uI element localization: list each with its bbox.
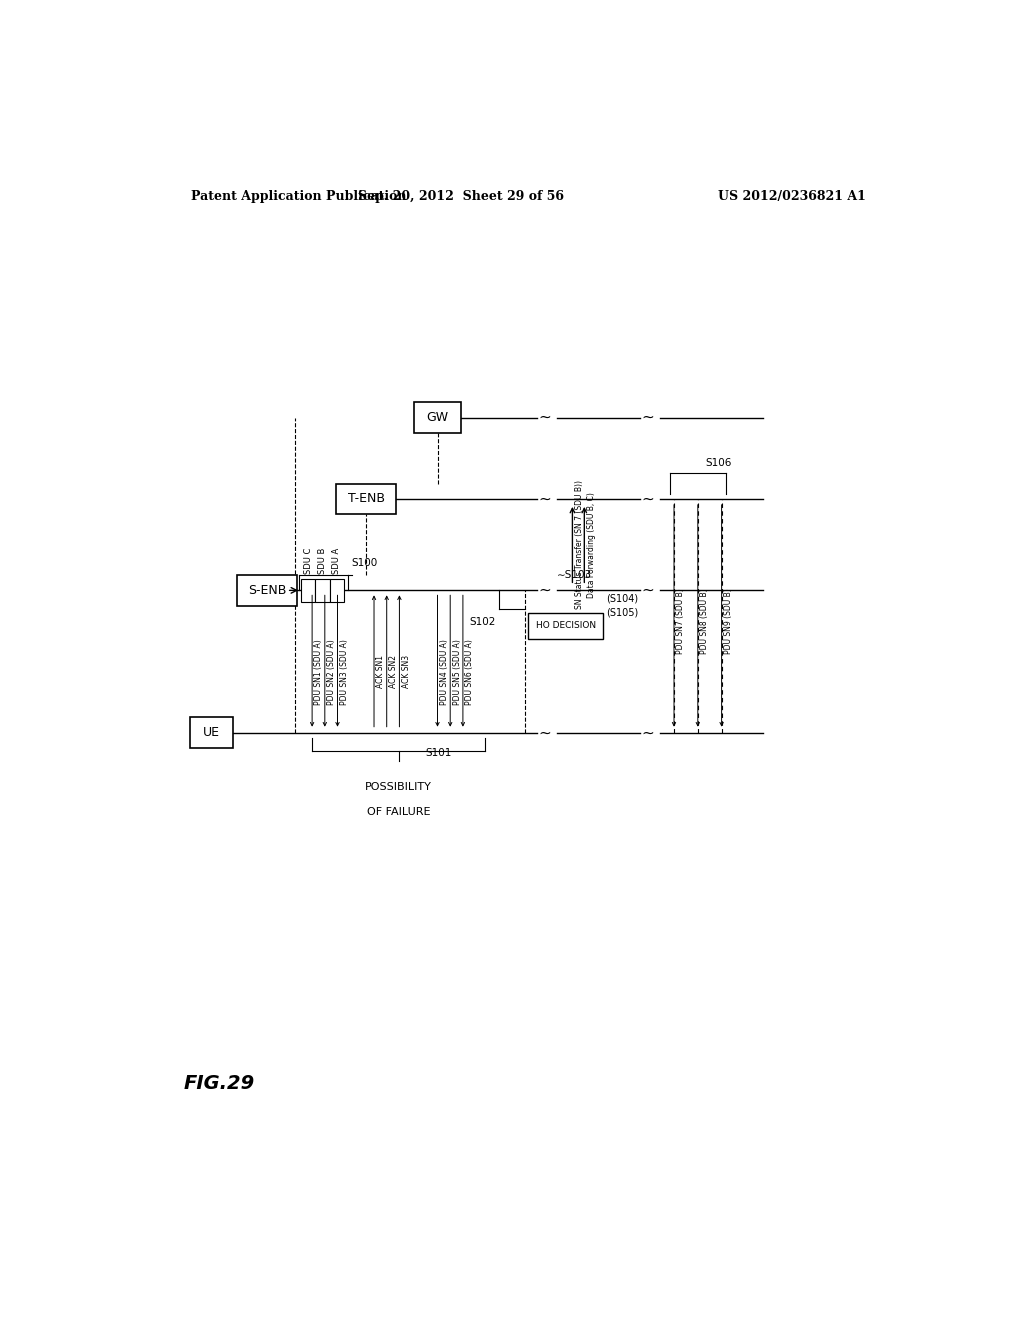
Text: ∼: ∼ — [641, 411, 654, 425]
Text: ∼: ∼ — [539, 725, 551, 741]
Text: ACK SN2: ACK SN2 — [389, 655, 398, 688]
Text: ∼: ∼ — [641, 491, 654, 507]
Text: S-ENB: S-ENB — [248, 583, 286, 597]
Text: FIG.29: FIG.29 — [183, 1074, 255, 1093]
Text: Patent Application Publication: Patent Application Publication — [191, 190, 407, 202]
Bar — [528, 612, 603, 639]
Text: PDU SN5 (SDU A): PDU SN5 (SDU A) — [453, 639, 462, 705]
Text: S106: S106 — [706, 458, 732, 469]
Bar — [189, 718, 233, 748]
Text: PDU SN2 (SDU A): PDU SN2 (SDU A) — [328, 639, 336, 705]
Text: S102: S102 — [469, 616, 496, 627]
Text: S100: S100 — [352, 558, 378, 568]
Text: T-ENB: T-ENB — [347, 492, 385, 506]
Text: ∼S103: ∼S103 — [557, 570, 592, 581]
Text: ∼: ∼ — [641, 725, 654, 741]
Text: SDU B: SDU B — [317, 548, 327, 574]
Bar — [238, 576, 297, 606]
Text: (S105): (S105) — [606, 607, 638, 618]
Text: ∼: ∼ — [539, 583, 551, 598]
Text: PDU SN1 (SDU A): PDU SN1 (SDU A) — [314, 639, 324, 705]
Text: POSSIBILITY: POSSIBILITY — [366, 781, 432, 792]
Text: OF FAILURE: OF FAILURE — [367, 807, 430, 817]
Text: SN Status Transfer (SN 7 (SDU B)): SN Status Transfer (SN 7 (SDU B)) — [574, 480, 584, 609]
Text: PDU SN3 (SDU A): PDU SN3 (SDU A) — [340, 639, 349, 705]
Text: SDU C: SDU C — [304, 548, 312, 574]
Bar — [315, 579, 330, 602]
Text: Data Forwarding (SDU B, C): Data Forwarding (SDU B, C) — [587, 491, 596, 598]
Text: ∼: ∼ — [641, 583, 654, 598]
Text: PDU SN9 (SDU B): PDU SN9 (SDU B) — [724, 587, 733, 653]
Text: ACK SN3: ACK SN3 — [401, 655, 411, 688]
Text: SDU A: SDU A — [332, 548, 341, 574]
Text: PDU SN4 (SDU A): PDU SN4 (SDU A) — [440, 639, 449, 705]
Text: ACK SN1: ACK SN1 — [377, 655, 385, 688]
Text: US 2012/0236821 A1: US 2012/0236821 A1 — [718, 190, 866, 202]
Text: PDU SN7 (SDU B): PDU SN7 (SDU B) — [677, 587, 685, 653]
Text: S101: S101 — [426, 748, 452, 758]
Bar — [301, 579, 315, 602]
Text: ∼: ∼ — [539, 491, 551, 507]
Text: ∼: ∼ — [539, 411, 551, 425]
Text: Sep. 20, 2012  Sheet 29 of 56: Sep. 20, 2012 Sheet 29 of 56 — [358, 190, 564, 202]
Bar — [330, 579, 344, 602]
Text: UE: UE — [203, 726, 220, 739]
Text: HO DECISION: HO DECISION — [536, 622, 596, 631]
Text: PDU SN6 (SDU A): PDU SN6 (SDU A) — [465, 639, 474, 705]
Text: GW: GW — [426, 411, 449, 424]
Bar — [336, 483, 396, 515]
Text: (S104): (S104) — [606, 594, 638, 603]
Text: PDU SN8 (SDU B): PDU SN8 (SDU B) — [700, 587, 710, 653]
Bar — [415, 403, 461, 433]
